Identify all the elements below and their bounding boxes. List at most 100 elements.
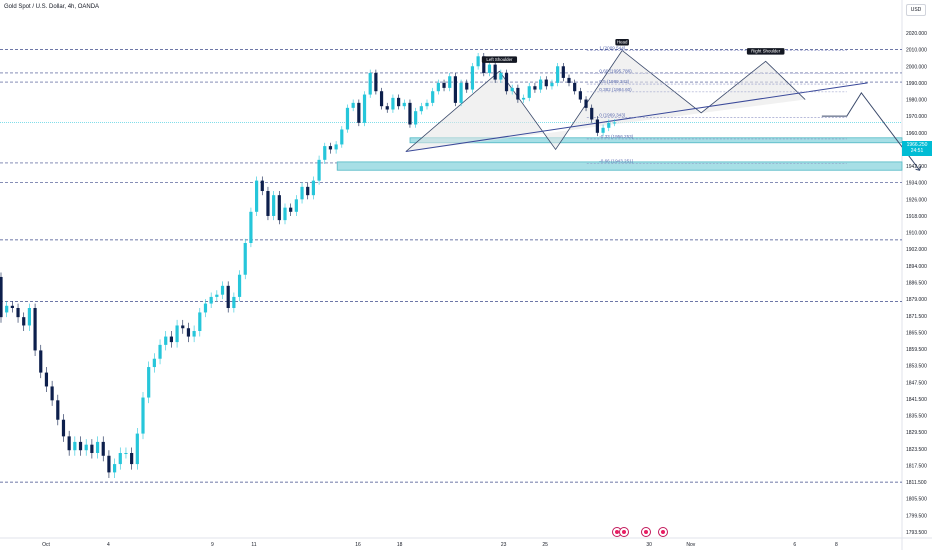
pattern-annotations: Left Shoulder Head Right Shoulder (481, 38, 785, 63)
candle-body (476, 56, 480, 67)
candle-body (521, 97, 526, 100)
candle-body (379, 91, 384, 107)
y-tick-label: 1926.000 (906, 197, 927, 203)
candle-body (152, 358, 156, 368)
y-axis-ticks: 2020.000 2010.000 2000.000 1990.000 1980.000… (906, 31, 927, 536)
candle-body (27, 308, 31, 326)
y-tick-label: 1853.500 (906, 364, 927, 370)
y-tick-label: 1805.500 (906, 497, 927, 503)
candle-body (516, 87, 520, 100)
candle-body (181, 325, 185, 329)
candle-body (192, 331, 196, 337)
candle-body (334, 144, 338, 150)
candle-body (385, 106, 389, 110)
candle-body (294, 199, 298, 212)
candle-body (397, 97, 401, 107)
fib-level-label: 0 (1969.343) (599, 112, 626, 117)
x-tick-label: 6 (793, 542, 796, 548)
candle-body (33, 308, 37, 351)
candle-body (101, 441, 105, 456)
candle-body (237, 274, 242, 297)
candle-body (90, 444, 94, 453)
candle-body (95, 441, 100, 453)
candle-body (209, 296, 213, 304)
candle-body (107, 455, 111, 473)
y-tick-label: 1910.000 (906, 231, 927, 237)
fib-level-label: 0.382 (1984.60) (599, 87, 632, 92)
y-tick-label: 1902.000 (906, 247, 927, 253)
y-tick-label: 1793.500 (906, 530, 927, 536)
annotation-badge (746, 48, 785, 55)
candle-body (113, 464, 117, 473)
candle-body (391, 97, 395, 110)
y-tick-label: 1829.500 (906, 430, 927, 436)
annotation-badge (615, 38, 629, 46)
candle-body (198, 312, 202, 332)
candle-body (164, 336, 168, 345)
candle-body (16, 308, 20, 318)
x-tick-label: 30 (646, 542, 652, 548)
us-flag-icon[interactable] (641, 527, 651, 537)
us-flag-icon[interactable] (658, 527, 668, 537)
pattern-fill (405, 50, 806, 152)
x-tick-label: 16 (355, 542, 361, 548)
candle-body (482, 56, 486, 73)
candle-body (130, 452, 134, 465)
y-tick-label: 1799.500 (906, 513, 927, 519)
y-tick-label: 1894.000 (906, 264, 927, 270)
candle-body (5, 305, 9, 313)
candle-body (118, 452, 122, 465)
y-tick-label: 1886.500 (906, 281, 927, 287)
candle-body (453, 76, 457, 103)
candle-body (135, 433, 139, 465)
candle-body (56, 400, 60, 420)
projection-path (821, 91, 920, 171)
y-tick-label: 1879.000 (906, 297, 927, 303)
candle-body (266, 191, 270, 216)
candle-body (550, 82, 554, 87)
fibonacci-retracement: 1 (2009.544) 0.66 (1995.786) 0.5 (1989.342… (586, 45, 847, 164)
x-axis-ticks: Oct49111618232530Nov681315202227 (42, 542, 838, 548)
candle-body (50, 386, 54, 401)
candle-body (448, 76, 452, 88)
candle-body (22, 317, 26, 326)
y-tick-label: 1859.500 (906, 347, 927, 353)
y-tick-label: 1847.500 (906, 380, 927, 386)
annotation-label: Right Shoulder (751, 49, 781, 54)
candle-body (357, 102, 361, 123)
candle-body (317, 159, 321, 181)
candle-body (419, 106, 423, 112)
x-tick-label: Oct (42, 542, 50, 548)
x-tick-label: 8 (835, 542, 838, 548)
candle-body (67, 436, 71, 451)
candle-body (601, 127, 605, 133)
y-tick-label: 1980.000 (906, 98, 927, 104)
candle-body (226, 285, 230, 309)
y-tick-label: 1942.000 (906, 164, 927, 170)
candle-body (345, 107, 350, 130)
candle-body (300, 186, 304, 200)
last-price-value: 1966.250 (906, 142, 928, 148)
candle-body (260, 180, 264, 192)
candle-body (436, 82, 440, 92)
currency-button[interactable]: USD (906, 4, 926, 16)
candle-body (539, 79, 543, 90)
candle-body (567, 77, 571, 83)
candle-body (425, 102, 429, 107)
candle-body (220, 285, 225, 295)
candlestick-series (0, 52, 617, 478)
candle-body (402, 102, 406, 107)
candle-body (243, 242, 247, 275)
x-tick-label: Nov (686, 542, 695, 548)
candle-body (272, 195, 276, 216)
candle-body (44, 372, 49, 387)
candle-body (374, 72, 378, 92)
fib-level-label: -0.33 (1956.253) (599, 134, 633, 139)
us-flag-icon[interactable] (619, 527, 629, 537)
projection-arrow (821, 91, 922, 171)
candle-body (340, 129, 344, 145)
candle-body (215, 294, 219, 297)
arrowhead (915, 166, 922, 171)
candle-body (175, 325, 179, 343)
